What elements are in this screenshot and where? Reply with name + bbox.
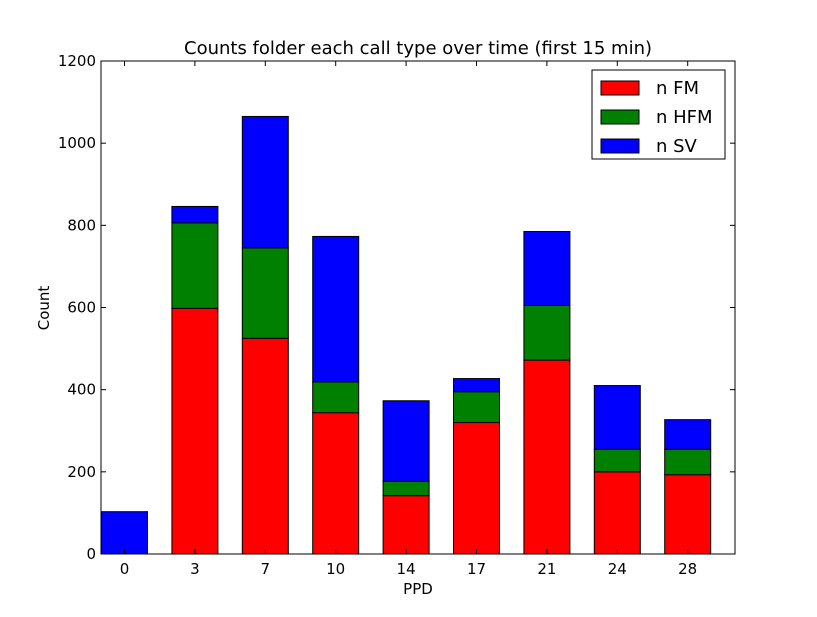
bar-n-fm-7: [241, 337, 289, 555]
bar-n-sv-0: [101, 511, 148, 555]
bar-n-fm-21: [523, 359, 571, 555]
bars-group: [101, 115, 712, 555]
bar-n-sv-17: [453, 378, 500, 393]
bar-n-sv-24: [593, 385, 641, 450]
bar-n-fm-28: [664, 474, 712, 555]
x-axis-label: PPD: [403, 580, 433, 598]
x-tick-label-10: 10: [326, 560, 345, 578]
y-tick-label-400: 400: [67, 381, 96, 399]
bar-n-hfm-7: [241, 247, 289, 339]
bar-n-hfm-24: [593, 448, 641, 473]
y-axis: 0 200 400 600 800 1000 1200: [58, 52, 735, 563]
x-tick-label-3: 3: [190, 560, 200, 578]
legend-swatch-n-hfm: [600, 109, 640, 125]
x-tick-label-7: 7: [261, 560, 271, 578]
bar-n-hfm-10: [312, 381, 360, 414]
bar-n-fm-17: [453, 422, 500, 555]
chart-title: Counts folder each call type over time (…: [184, 38, 652, 59]
legend-label-n-fm: n FM: [656, 78, 699, 99]
bar-n-sv-21: [523, 231, 571, 306]
bar-n-hfm-3: [171, 222, 219, 309]
bar-n-sv-7: [241, 115, 289, 249]
legend-swatch-n-fm: [600, 80, 640, 96]
bar-n-sv-3: [171, 205, 219, 224]
x-tick-label-24: 24: [608, 560, 627, 578]
y-tick-label-1000: 1000: [58, 134, 96, 152]
x-tick-label-0: 0: [120, 560, 130, 578]
x-tick-label-21: 21: [537, 560, 556, 578]
bar-n-sv-28: [664, 419, 712, 450]
y-tick-label-600: 600: [67, 299, 96, 317]
y-tick-label-800: 800: [67, 216, 96, 234]
bar-n-fm-14: [382, 495, 430, 555]
bar-n-hfm-28: [664, 448, 712, 476]
x-tick-label-14: 14: [397, 560, 416, 578]
x-tick-label-28: 28: [678, 560, 697, 578]
legend: n FM n HFM n SV: [591, 69, 726, 160]
legend-label-n-sv: n SV: [656, 136, 698, 157]
legend-label-n-hfm: n HFM: [656, 107, 713, 128]
bar-n-sv-10: [312, 235, 360, 383]
bar-n-fm-3: [171, 307, 219, 555]
bar-n-fm-10: [312, 412, 360, 555]
x-axis: 0 3 7 10 14 17 21 24 28: [120, 61, 697, 578]
y-tick-label-200: 200: [67, 463, 96, 481]
bar-n-hfm-14: [382, 480, 430, 497]
bar-n-hfm-17: [453, 391, 500, 424]
legend-swatch-n-sv: [600, 138, 640, 154]
y-axis-label: Count: [35, 286, 53, 331]
y-tick-label-1200: 1200: [58, 52, 96, 70]
bar-n-sv-14: [382, 400, 430, 482]
bar-n-hfm-21: [523, 304, 571, 361]
y-tick-label-0: 0: [86, 545, 96, 563]
x-tick-label-17: 17: [467, 560, 486, 578]
bar-n-fm-24: [593, 471, 641, 555]
